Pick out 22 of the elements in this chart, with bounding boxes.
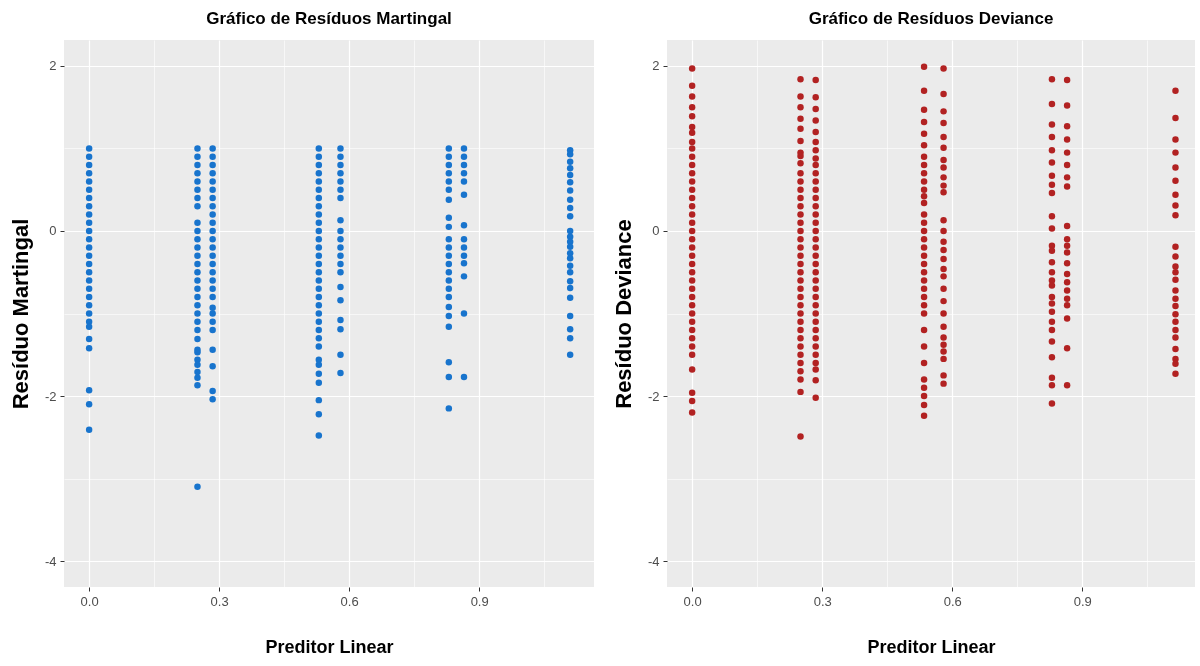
- x-tick-label: 0.6: [340, 593, 359, 609]
- y-tick-label: 0: [652, 223, 660, 239]
- chart-title: Gráfico de Resíduos Deviance: [808, 9, 1054, 28]
- x-tick-label: 0.3: [210, 593, 229, 609]
- y-tick-label: -4: [44, 553, 57, 569]
- x-tick-label: 0.9: [1073, 593, 1092, 609]
- x-tick-label: 0.0: [683, 593, 702, 609]
- x-axis-title: Preditor Linear: [265, 636, 394, 657]
- x-axis-title: Preditor Linear: [867, 636, 996, 657]
- y-tick-label: 0: [49, 223, 57, 239]
- x-tick-label: 0.9: [470, 593, 489, 609]
- y-axis-title: Resíduo Deviance: [610, 219, 636, 409]
- y-tick-label: -4: [647, 553, 660, 569]
- y-tick-label: 2: [49, 58, 57, 74]
- x-tick-label: 0.3: [813, 593, 832, 609]
- y-tick-label: 2: [652, 58, 660, 74]
- x-tick-label: 0.6: [943, 593, 962, 609]
- y-tick-label: -2: [647, 388, 660, 404]
- y-tick-label: -2: [44, 388, 57, 404]
- x-tick-label: 0.0: [80, 593, 99, 609]
- chart-title: Gráfico de Resíduos Martingal: [206, 9, 452, 28]
- y-axis-title: Resíduo Martingal: [7, 218, 33, 410]
